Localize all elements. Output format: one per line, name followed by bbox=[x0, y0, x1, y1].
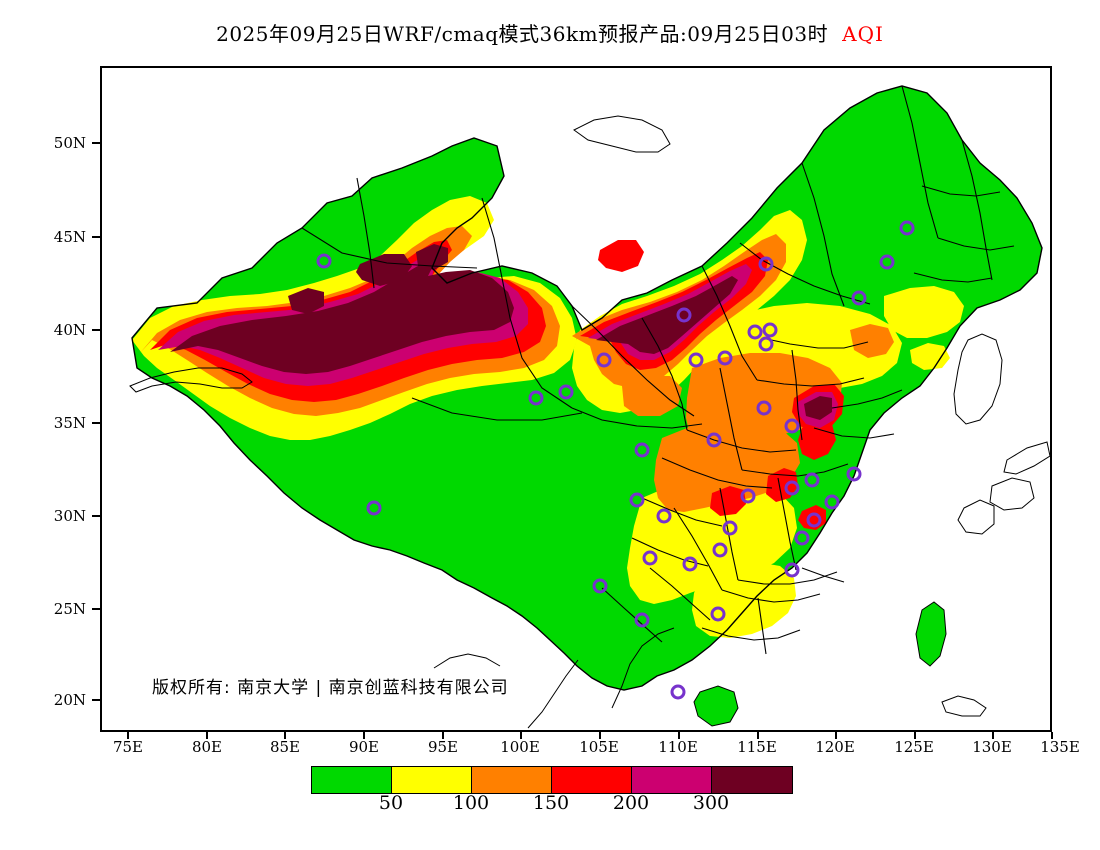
station-marker bbox=[596, 352, 612, 368]
aqi-colorbar bbox=[311, 766, 793, 794]
x-tick-label: 75E bbox=[112, 738, 144, 756]
station-marker bbox=[366, 500, 382, 516]
y-tick-label: 20N bbox=[53, 691, 86, 709]
station-marker bbox=[592, 578, 608, 594]
colorbar-tick-label: 200 bbox=[612, 792, 650, 814]
station-marker bbox=[758, 336, 774, 352]
station-marker bbox=[316, 253, 332, 269]
station-marker bbox=[688, 352, 704, 368]
y-tick-label: 35N bbox=[53, 414, 86, 432]
map-plot-area bbox=[100, 66, 1052, 732]
y-tick-label: 25N bbox=[53, 600, 86, 618]
x-tick-label: 100E bbox=[500, 738, 540, 756]
colorbar-tick-label: 50 bbox=[378, 792, 404, 814]
station-marker bbox=[740, 488, 756, 504]
colorbar-segment-0-50 bbox=[312, 767, 392, 793]
station-marker bbox=[756, 400, 772, 416]
station-marker bbox=[747, 324, 763, 340]
colorbar-segment-100-150 bbox=[472, 767, 552, 793]
copyright-notice: 版权所有: 南京大学 | 南京创蓝科技有限公司 bbox=[152, 678, 509, 698]
colorbar-segment-50-100 bbox=[392, 767, 472, 793]
station-marker bbox=[676, 307, 692, 323]
station-marker bbox=[629, 492, 645, 508]
y-tick-label: 45N bbox=[53, 228, 86, 246]
station-marker bbox=[722, 520, 738, 536]
y-tick-label: 50N bbox=[53, 134, 86, 152]
station-marker bbox=[706, 432, 722, 448]
x-tick-label: 85E bbox=[269, 738, 301, 756]
x-tick-label: 115E bbox=[737, 738, 777, 756]
x-tick-label: 110E bbox=[658, 738, 698, 756]
station-marker bbox=[899, 220, 915, 236]
administrative-boundaries bbox=[131, 85, 1043, 691]
station-marker bbox=[824, 494, 840, 510]
station-marker bbox=[712, 542, 728, 558]
x-tick-label: 120E bbox=[815, 738, 855, 756]
station-marker bbox=[784, 480, 800, 496]
x-tick-label: 90E bbox=[348, 738, 380, 756]
station-marker bbox=[846, 466, 862, 482]
colorbar-segment-150-200 bbox=[552, 767, 632, 793]
station-marker bbox=[558, 384, 574, 400]
neighbouring-coastlines bbox=[129, 115, 1050, 729]
colorbar-tick-labels: 50 100 150 200 300 bbox=[311, 792, 791, 818]
station-marker bbox=[634, 442, 650, 458]
station-marker bbox=[656, 508, 672, 524]
station-marker bbox=[794, 530, 810, 546]
station-marker bbox=[784, 562, 800, 578]
y-tick-label: 30N bbox=[53, 507, 86, 525]
station-markers[interactable] bbox=[316, 220, 915, 700]
x-tick-label: 105E bbox=[579, 738, 619, 756]
station-marker bbox=[642, 550, 658, 566]
x-tick-label: 130E bbox=[972, 738, 1012, 756]
station-marker bbox=[670, 684, 686, 700]
title-variable: AQI bbox=[842, 22, 884, 46]
x-tick-label: 125E bbox=[894, 738, 934, 756]
station-marker bbox=[806, 512, 822, 528]
colorbar-segment-200-300 bbox=[632, 767, 712, 793]
station-marker bbox=[682, 556, 698, 572]
station-marker bbox=[804, 472, 820, 488]
chart-title: 2025年09月25日WRF/cmaq模式36km预报产品:09月25日03时 A… bbox=[0, 18, 1100, 47]
y-tick-label: 40N bbox=[53, 321, 86, 339]
hainan-island bbox=[693, 685, 739, 727]
station-marker bbox=[851, 290, 867, 306]
aqi-band-above-300 bbox=[170, 244, 832, 420]
station-marker bbox=[634, 612, 650, 628]
station-marker bbox=[879, 254, 895, 270]
aqi-contour-svg bbox=[129, 85, 1050, 729]
x-tick-label: 95E bbox=[427, 738, 459, 756]
colorbar-tick-label: 300 bbox=[692, 792, 730, 814]
colorbar-tick-label: 100 bbox=[452, 792, 490, 814]
station-marker bbox=[758, 256, 774, 272]
colorbar-tick-label: 150 bbox=[532, 792, 570, 814]
station-marker bbox=[528, 390, 544, 406]
station-marker bbox=[717, 350, 733, 366]
x-tick-label: 80E bbox=[191, 738, 223, 756]
station-marker bbox=[762, 322, 778, 338]
colorbar-segment-above-300 bbox=[712, 767, 792, 793]
title-text: 2025年09月25日WRF/cmaq模式36km预报产品:09月25日03时 bbox=[216, 22, 829, 46]
map-canvas bbox=[102, 68, 1050, 730]
station-marker bbox=[710, 606, 726, 622]
x-tick-label: 135E bbox=[1040, 738, 1080, 756]
station-marker bbox=[784, 418, 800, 434]
taiwan-island bbox=[915, 601, 947, 667]
